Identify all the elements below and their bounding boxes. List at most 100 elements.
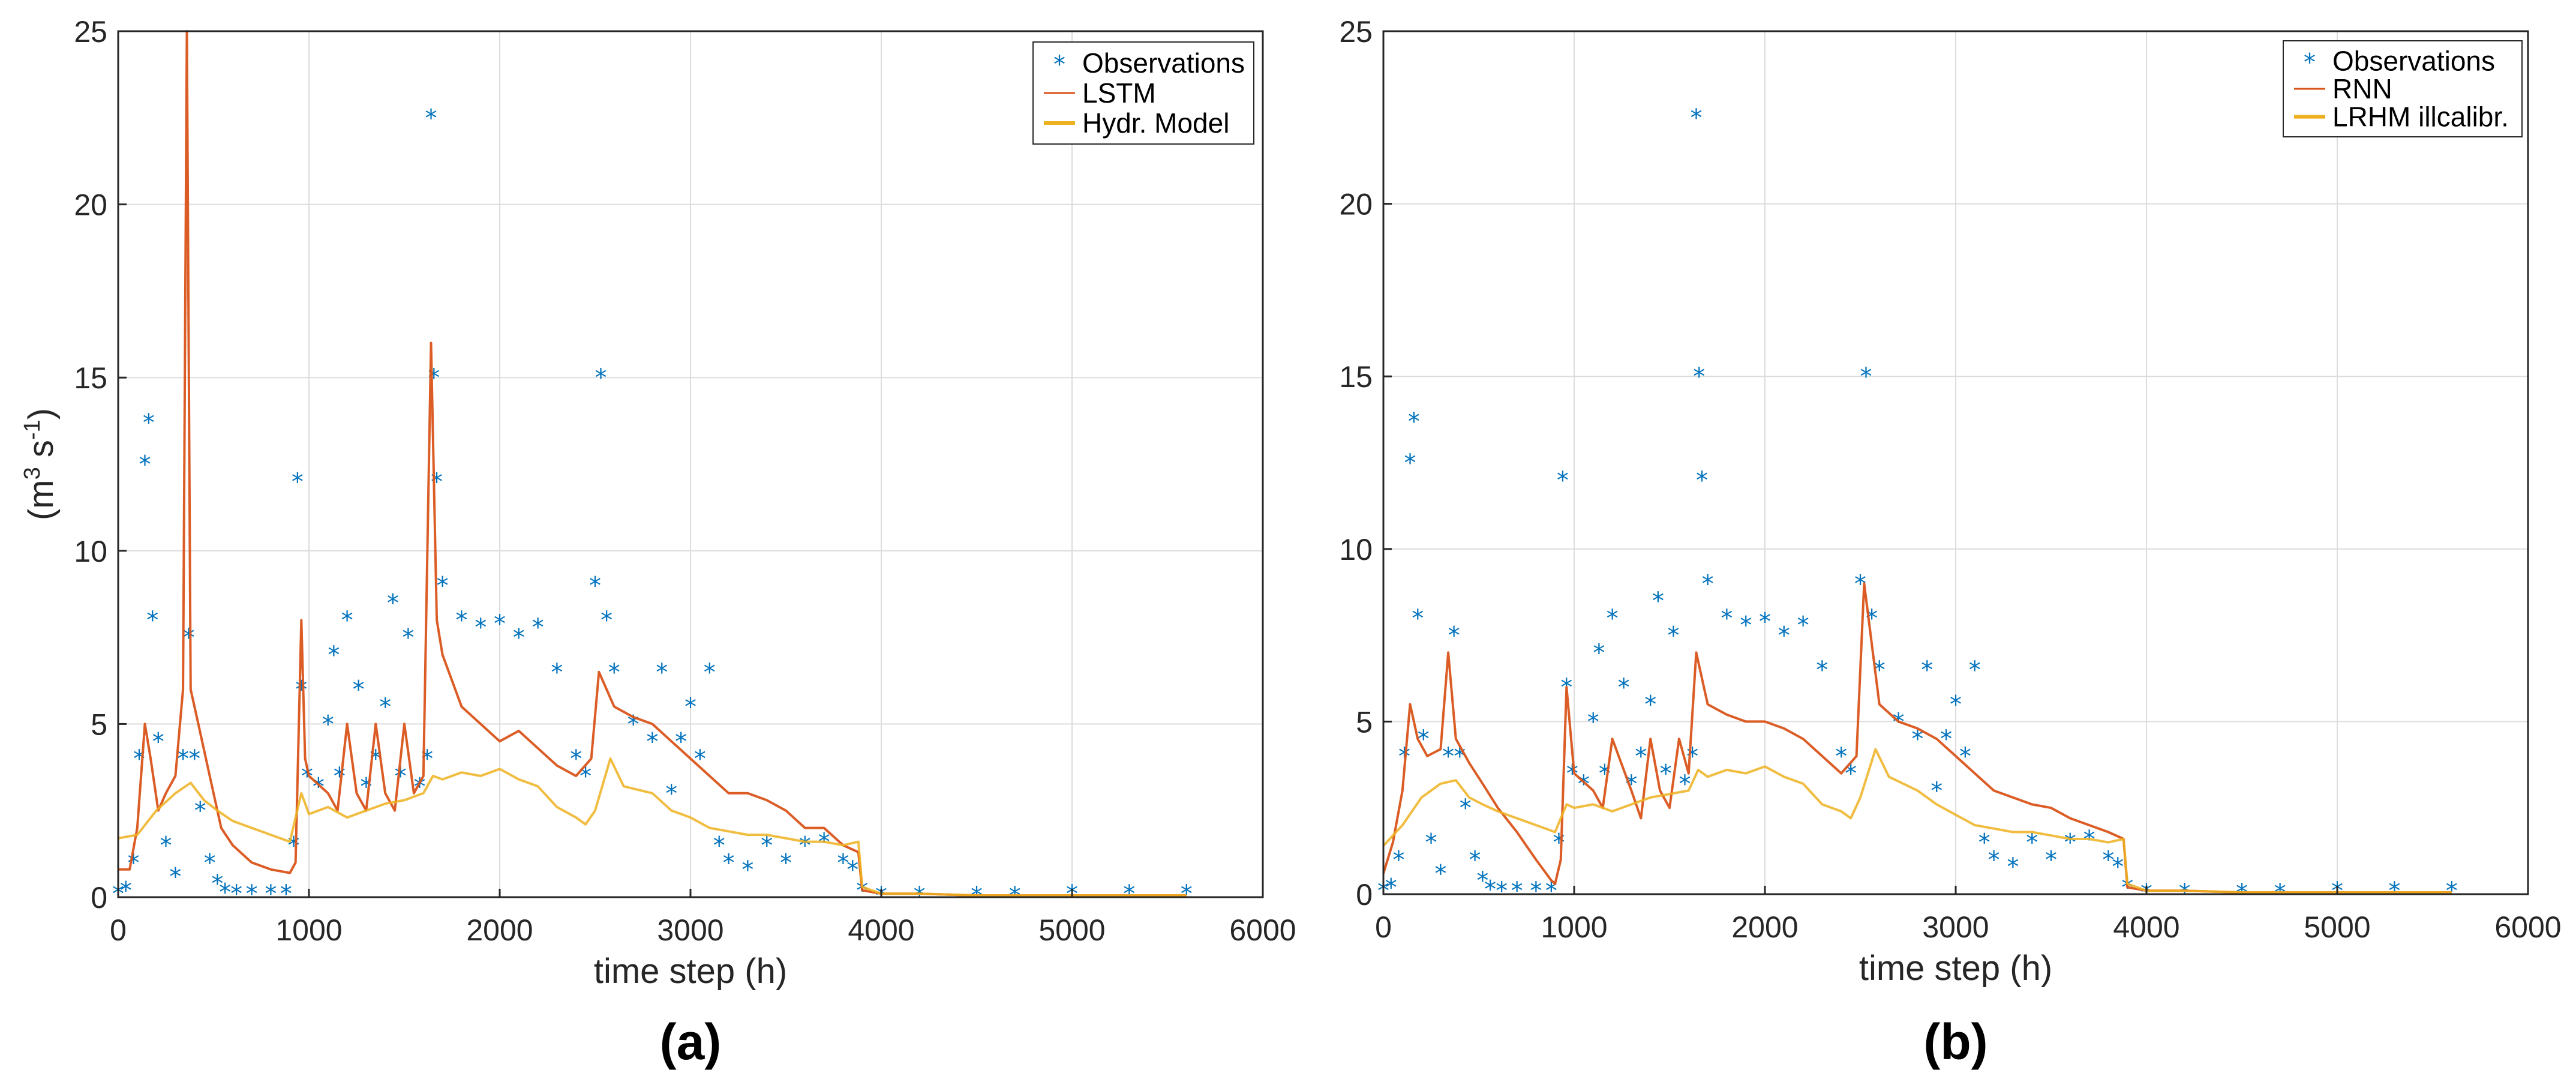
- observation-point: *: [713, 832, 725, 859]
- observation-point: *: [292, 468, 304, 496]
- x-tick-label: 4000: [848, 913, 914, 947]
- observation-point: *: [1566, 760, 1578, 788]
- y-tick-label: 0: [91, 881, 107, 915]
- observation-point: *: [837, 849, 849, 877]
- legend-entry: LSTM: [1082, 77, 1156, 109]
- observation-point: *: [741, 856, 753, 884]
- observation-point: *: [595, 364, 607, 392]
- observation-point: *: [139, 451, 151, 479]
- legend-entry: LRHM illcalibr.: [2332, 101, 2509, 133]
- observation-point: *: [646, 728, 658, 756]
- observation-point: *: [1553, 829, 1565, 857]
- observation-point: *: [341, 607, 353, 634]
- legend-entry: Observations: [2332, 45, 2495, 76]
- legend-marker-observations: *: [1053, 51, 1065, 79]
- observation-point: *: [2102, 846, 2114, 874]
- observation-point: *: [1835, 743, 1847, 771]
- observation-point: *: [1476, 867, 1488, 895]
- chart-panel-b: **************** * * * ***** ****************…: [1339, 15, 2561, 1070]
- observation-point: *: [1679, 771, 1691, 798]
- legend-entry: RNN: [2332, 73, 2392, 104]
- observation-point: *: [1625, 771, 1637, 798]
- observation-point: *: [1511, 877, 1523, 905]
- observation-point: *: [1702, 570, 1714, 598]
- observation-point: *: [1469, 846, 1481, 874]
- observation-point: *: [280, 880, 292, 908]
- x-tick-label: 3000: [1922, 910, 1989, 944]
- observation-point: *: [914, 882, 926, 910]
- legend-entry: Observations: [1082, 47, 1245, 79]
- observation-point: *: [1667, 622, 1679, 650]
- observation-point: *: [846, 856, 858, 884]
- observation-point: *: [2064, 829, 2076, 857]
- x-axis-label: time step (h): [594, 952, 787, 991]
- chart-panel-a: **************** * * * ***** ****************…: [20, 15, 1296, 1070]
- y-tick-label: 20: [1339, 188, 1373, 221]
- observation-point: *: [322, 711, 334, 738]
- observation-point: *: [169, 863, 181, 891]
- observation-point: *: [120, 877, 132, 904]
- observation-point: *: [1412, 605, 1424, 633]
- observation-point: *: [1392, 846, 1404, 874]
- x-tick-label: 2000: [466, 913, 533, 947]
- observation-point: *: [761, 832, 773, 859]
- x-tick-label: 0: [1375, 910, 1392, 944]
- y-tick-label: 20: [74, 188, 107, 222]
- observation-point: *: [188, 745, 200, 773]
- y-tick-label: 10: [1339, 533, 1373, 567]
- observation-point: *: [1607, 605, 1619, 633]
- observation-point: *: [1988, 846, 2000, 874]
- observation-point: *: [1696, 467, 1708, 494]
- observation-point: *: [1425, 829, 1437, 857]
- observation-point: *: [1911, 726, 1923, 753]
- observation-point: *: [2112, 853, 2124, 881]
- observation-point: *: [2045, 846, 2057, 874]
- observation-point: *: [684, 694, 696, 721]
- observation-point: *: [1652, 588, 1664, 615]
- x-tick-label: 4000: [2113, 910, 2179, 944]
- observation-point: *: [183, 624, 195, 652]
- panel-label: (b): [1923, 1014, 1987, 1070]
- observation-point: *: [1940, 726, 1952, 753]
- observation-point: *: [1530, 877, 1542, 905]
- y-tick-label: 0: [1356, 878, 1373, 912]
- y-tick-label: 15: [1339, 360, 1373, 394]
- y-axis-label: (m3 s-1): [20, 408, 61, 520]
- observation-point: *: [1448, 622, 1460, 650]
- observation-point: *: [194, 798, 206, 825]
- observation-point: *: [1959, 743, 1971, 771]
- x-tick-label: 1000: [275, 913, 342, 947]
- observation-point: *: [437, 573, 449, 600]
- observation-point: *: [425, 104, 437, 132]
- observation-point: *: [799, 832, 811, 859]
- observation-point: *: [1434, 860, 1446, 888]
- observation-point: *: [387, 589, 399, 617]
- observation-point: *: [1721, 605, 1733, 633]
- observation-point: *: [1618, 674, 1630, 702]
- observation-point: *: [1593, 639, 1605, 667]
- x-tick-label: 3000: [657, 913, 723, 947]
- observation-point: *: [1693, 363, 1705, 391]
- x-tick-label: 5000: [1038, 913, 1105, 947]
- observation-point: *: [513, 624, 525, 652]
- observation-point: *: [608, 659, 620, 687]
- observation-point: *: [219, 879, 231, 906]
- observation-point: *: [265, 880, 277, 908]
- observation-point: *: [1660, 760, 1672, 788]
- observation-point: *: [1442, 743, 1454, 771]
- y-tick-label: 25: [1339, 15, 1373, 49]
- observation-point: *: [1408, 408, 1420, 436]
- observation-point: *: [551, 659, 563, 687]
- observation-point: *: [1418, 726, 1430, 753]
- observation-point: *: [494, 610, 506, 638]
- observation-point: *: [704, 659, 716, 687]
- panel-label: (a): [660, 1014, 722, 1070]
- observation-point: *: [1484, 876, 1496, 903]
- legend-entry: Hydr. Model: [1082, 107, 1229, 139]
- observation-point: *: [295, 676, 307, 704]
- observation-point: *: [656, 659, 668, 687]
- observation-point: *: [601, 607, 613, 634]
